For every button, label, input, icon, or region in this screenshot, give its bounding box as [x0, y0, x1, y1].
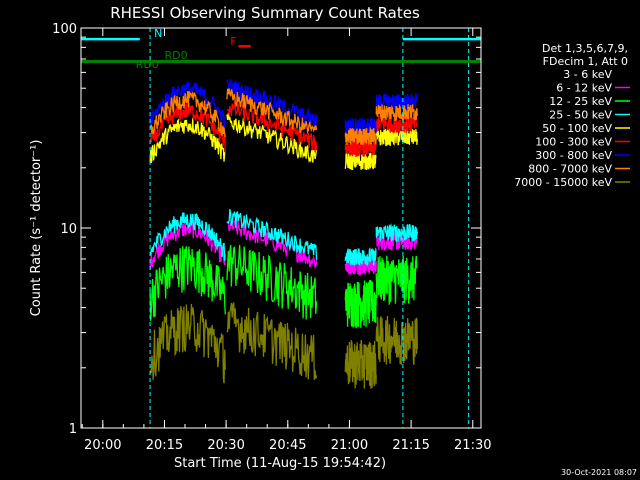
- series-4-segment-0: [149, 118, 226, 164]
- series-2: [149, 244, 418, 328]
- series-8-segment-3: [375, 315, 418, 365]
- series-2-segment-3: [375, 255, 418, 305]
- x-axis-label: Start Time (11-Aug-15 19:54:42): [174, 456, 386, 471]
- annotation-1: RD0: [136, 58, 159, 71]
- series-2-segment-1: [226, 244, 318, 320]
- series-0: [149, 168, 418, 225]
- series-3-segment-3: [375, 223, 418, 243]
- legend-label-8: 7000 - 15000 keV: [514, 176, 612, 189]
- series-7-segment-0: [149, 91, 226, 138]
- legend-label-4: 50 - 100 keV: [542, 122, 612, 135]
- series-1-segment-2: [344, 257, 377, 277]
- series-0-segment-1: [226, 168, 318, 220]
- series-3-segment-0: [149, 212, 226, 262]
- series-6-segment-1: [226, 79, 318, 129]
- series-0-segment-0: [149, 171, 226, 216]
- y-tick-label-0: 1: [69, 422, 77, 437]
- series-7: [149, 88, 418, 146]
- annotation-0: N: [154, 27, 162, 40]
- legend-header-0: Det 1,3,5,6,7,9,: [542, 42, 628, 55]
- series-7-segment-1: [226, 88, 318, 135]
- series-3: [149, 208, 418, 266]
- x-tick-label-6: 21:30: [454, 438, 491, 453]
- y-tick-label-2: 100: [52, 22, 77, 37]
- series-7-segment-2: [344, 126, 377, 146]
- x-tick-label-4: 21:00: [331, 438, 368, 453]
- x-tick-label-2: 20:30: [207, 438, 244, 453]
- series-7-segment-3: [375, 103, 418, 122]
- legend-label-3: 25 - 50 keV: [549, 109, 612, 122]
- series-3-segment-1: [226, 208, 318, 261]
- x-tick-label-1: 20:15: [146, 438, 183, 453]
- series-5-segment-3: [375, 115, 418, 133]
- legend-label-0: 3 - 6 keV: [563, 68, 612, 81]
- x-tick-label-5: 21:15: [392, 438, 429, 453]
- series-4-segment-1: [226, 112, 318, 164]
- annotation-2: RD0: [164, 49, 187, 62]
- series-8-segment-2: [344, 339, 377, 389]
- chart-title: RHESSI Observing Summary Count Rates: [110, 4, 420, 22]
- legend-label-6: 300 - 800 keV: [535, 149, 612, 162]
- series-0-segment-3: [375, 183, 418, 201]
- x-tick-label-3: 20:45: [269, 438, 306, 453]
- series-5-segment-1: [226, 101, 318, 152]
- x-tick-label-0: 20:00: [84, 438, 121, 453]
- legend-label-7: 800 - 7000 keV: [528, 163, 612, 176]
- legend-header-1: FDecim 1, Att 0: [543, 55, 628, 68]
- series-2-segment-2: [344, 279, 377, 328]
- annotation-3: F: [230, 35, 236, 48]
- footer-timestamp: 30-Oct-2021 08:07: [561, 468, 637, 477]
- legend-label-1: 6 - 12 keV: [556, 82, 612, 95]
- series-8-segment-1: [226, 301, 318, 380]
- series-8-segment-0: [149, 303, 226, 384]
- series-3-segment-2: [344, 247, 377, 266]
- y-tick-label-1: 10: [60, 222, 77, 237]
- series-6-segment-0: [149, 81, 226, 129]
- legend-label-2: 12 - 25 keV: [549, 95, 612, 108]
- series-2-segment-0: [149, 246, 226, 321]
- series-8: [149, 301, 418, 389]
- series-4-segment-2: [344, 152, 377, 171]
- legend-label-5: 100 - 300 keV: [535, 136, 612, 149]
- series-0-segment-2: [344, 207, 377, 225]
- y-axis-label: Count Rate (s⁻¹ detector⁻¹): [29, 140, 44, 317]
